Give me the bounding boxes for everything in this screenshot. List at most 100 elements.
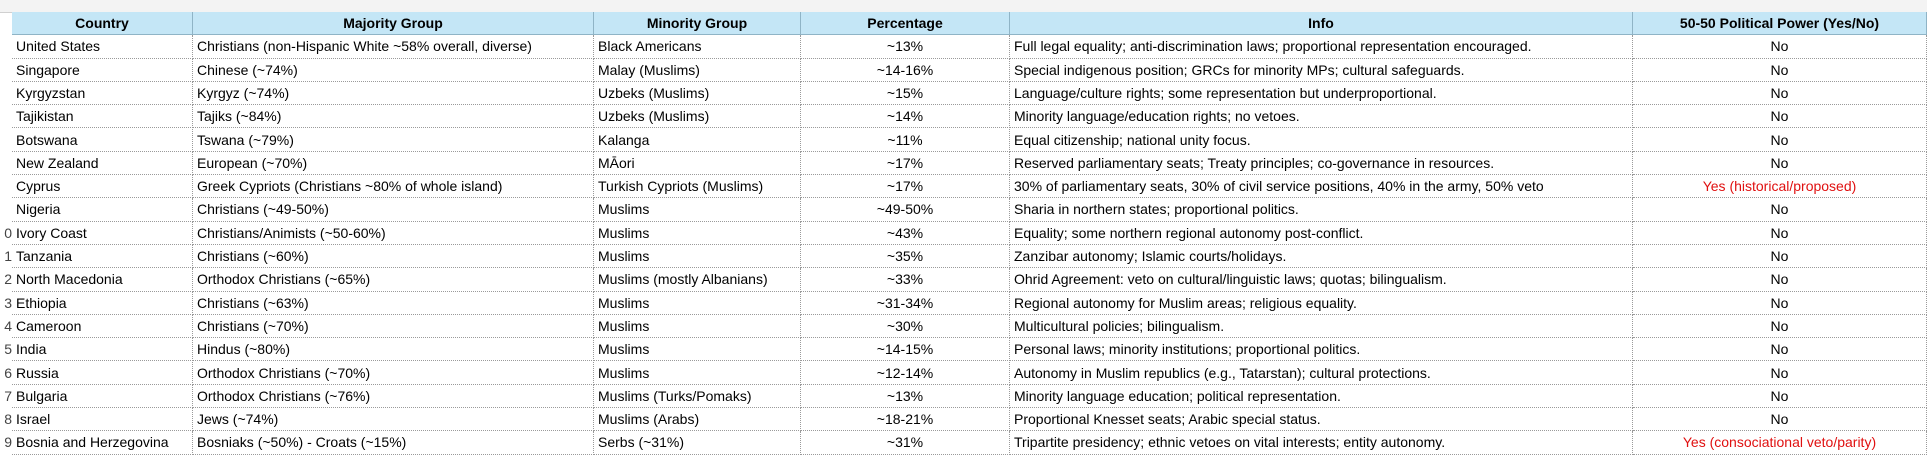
row-number: 0 — [4, 224, 12, 241]
table-cell: No — [1633, 338, 1927, 362]
table-cell: Tanzania — [12, 245, 193, 269]
table-cell: ~49-50% — [801, 198, 1010, 222]
table-cell: Botswana — [12, 128, 193, 152]
table-cell: Sharia in northern states; proportional … — [1010, 198, 1633, 222]
table-cell: No — [1633, 81, 1927, 106]
row-number: 5 — [4, 341, 12, 358]
table-cell: Serbs (~31%) — [594, 431, 801, 455]
table-cell: ~15% — [801, 81, 1010, 106]
table-cell: Greek Cypriots (Christians ~80% of whole… — [193, 175, 594, 199]
table-cell: MĀori — [594, 151, 801, 176]
table-cell: Muslims — [594, 338, 801, 362]
table-cell: Muslims (Arabs) — [594, 408, 801, 432]
table-cell: New Zealand — [12, 151, 193, 176]
table-cell: European (~70%) — [193, 151, 594, 176]
table-cell: ~13% — [801, 35, 1010, 59]
table-cell: ~14-16% — [801, 58, 1010, 82]
table-cell: United States — [12, 35, 193, 59]
table-cell: Kalanga — [594, 128, 801, 152]
header-cell: Info — [1010, 12, 1633, 36]
table-cell: Ivory Coast — [12, 221, 193, 245]
table-cell: No — [1633, 268, 1927, 292]
row-number: 9 — [4, 434, 12, 451]
table-cell: Turkish Cypriots (Muslims) — [594, 175, 801, 199]
table-cell: No — [1633, 151, 1927, 176]
row-number: 4 — [4, 317, 12, 334]
table-cell: No — [1633, 408, 1927, 432]
table-cell: Tswana (~79%) — [193, 128, 594, 152]
table-cell: Muslims — [594, 198, 801, 222]
table-cell: Muslims — [594, 291, 801, 315]
table-cell: ~31% — [801, 431, 1010, 455]
table-cell: No — [1633, 221, 1927, 245]
table-cell: Muslims (Turks/Pomaks) — [594, 384, 801, 409]
table-cell: ~30% — [801, 314, 1010, 339]
table-cell: Israel — [12, 408, 193, 432]
table-cell: Malay (Muslims) — [594, 58, 801, 82]
table-cell: Hindus (~80%) — [193, 338, 594, 362]
table-cell: Singapore — [12, 58, 193, 82]
table-cell: Language/culture rights; some representa… — [1010, 81, 1633, 106]
table-cell: Bulgaria — [12, 384, 193, 409]
table-cell: Equal citizenship; national unity focus. — [1010, 128, 1633, 152]
table-cell: Autonomy in Muslim republics (e.g., Tata… — [1010, 361, 1633, 385]
table-cell: Kyrgyz (~74%) — [193, 81, 594, 106]
table-cell: Tajiks (~84%) — [193, 105, 594, 129]
table-cell: ~17% — [801, 151, 1010, 176]
table-cell: ~12-14% — [801, 361, 1010, 385]
table-cell: No — [1633, 35, 1927, 59]
table-cell: No — [1633, 198, 1927, 222]
row-number: 8 — [4, 411, 12, 428]
table-cell: ~17% — [801, 175, 1010, 199]
table-cell: ~18-21% — [801, 408, 1010, 432]
table-cell: Cyprus — [12, 175, 193, 199]
table-cell: North Macedonia — [12, 268, 193, 292]
table-cell: Ohrid Agreement: veto on cultural/lingui… — [1010, 268, 1633, 292]
table-cell: 30% of parliamentary seats, 30% of civil… — [1010, 175, 1633, 199]
table-cell: Muslims (mostly Albanians) — [594, 268, 801, 292]
table-cell: Proportional Knesset seats; Arabic speci… — [1010, 408, 1633, 432]
header-cell: Country — [12, 12, 193, 36]
table-cell: No — [1633, 128, 1927, 152]
table-cell: ~11% — [801, 128, 1010, 152]
table-cell: Christians (~70%) — [193, 314, 594, 339]
table-cell: ~13% — [801, 384, 1010, 409]
table-cell: Minority language/education rights; no v… — [1010, 105, 1633, 129]
header-cell: 50-50 Political Power (Yes/No) — [1633, 12, 1927, 36]
table-cell: Christians/Animists (~50-60%) — [193, 221, 594, 245]
table-cell: Muslims — [594, 361, 801, 385]
table-cell: Muslims — [594, 245, 801, 269]
table-cell: Christians (~60%) — [193, 245, 594, 269]
table-cell: Ethiopia — [12, 291, 193, 315]
table-cell: Personal laws; minority institutions; pr… — [1010, 338, 1633, 362]
table-cell: Uzbeks (Muslims) — [594, 105, 801, 129]
row-number: 6 — [4, 364, 12, 381]
table-cell: Regional autonomy for Muslim areas; reli… — [1010, 291, 1633, 315]
table-cell: ~33% — [801, 268, 1010, 292]
table-cell: ~35% — [801, 245, 1010, 269]
table-cell: Muslims — [594, 314, 801, 339]
table-cell: Black Americans — [594, 35, 801, 59]
table-cell: No — [1633, 314, 1927, 339]
table-cell: No — [1633, 384, 1927, 409]
table-cell: Orthodox Christians (~76%) — [193, 384, 594, 409]
row-number: 2 — [4, 271, 12, 288]
table-cell: Jews (~74%) — [193, 408, 594, 432]
table-cell: Full legal equality; anti-discrimination… — [1010, 35, 1633, 59]
table-cell: Uzbeks (Muslims) — [594, 81, 801, 106]
table-cell: No — [1633, 58, 1927, 82]
table-cell: No — [1633, 291, 1927, 315]
row-number: 3 — [4, 294, 12, 311]
table-cell: ~14% — [801, 105, 1010, 129]
table-cell: Zanzibar autonomy; Islamic courts/holida… — [1010, 245, 1633, 269]
table-cell: No — [1633, 105, 1927, 129]
header-cell: Majority Group — [193, 12, 594, 36]
table-cell: Yes (historical/proposed) — [1633, 175, 1927, 199]
table-cell: Equality; some northern regional autonom… — [1010, 221, 1633, 245]
table-cell: Orthodox Christians (~70%) — [193, 361, 594, 385]
table-cell: ~31-34% — [801, 291, 1010, 315]
table-cell: Christians (~49-50%) — [193, 198, 594, 222]
table-cell: Multicultural policies; bilingualism. — [1010, 314, 1633, 339]
table-cell: Christians (non-Hispanic White ~58% over… — [193, 35, 594, 59]
